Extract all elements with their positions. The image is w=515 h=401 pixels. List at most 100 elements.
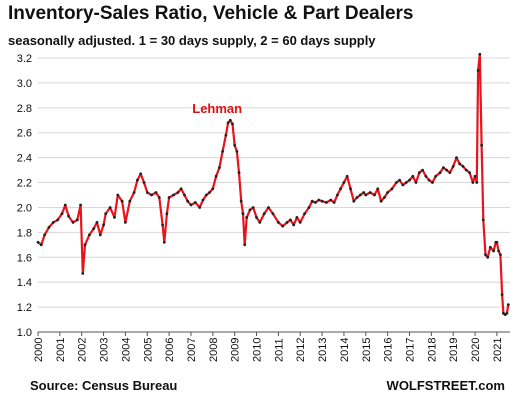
data-point <box>104 212 108 216</box>
data-point <box>71 221 75 224</box>
data-point <box>172 193 175 197</box>
data-point <box>342 181 346 184</box>
data-point <box>478 52 482 56</box>
x-tick-label: 2016 <box>383 338 395 362</box>
data-point <box>398 178 401 182</box>
data-point <box>39 243 43 247</box>
y-tick-label: 3.2 <box>17 53 32 65</box>
y-tick-label: 1.6 <box>17 252 32 264</box>
brand-label: WOLFSTREET.com <box>386 378 505 393</box>
data-point <box>458 162 462 166</box>
data-point <box>258 221 262 224</box>
y-tick-label: 3.0 <box>17 78 32 90</box>
data-point <box>167 196 171 199</box>
lehman-annotation: Lehman <box>192 101 242 116</box>
data-point <box>497 249 500 253</box>
y-tick-label: 2.6 <box>17 128 32 140</box>
data-point <box>281 224 285 228</box>
data-point <box>277 221 280 224</box>
data-point <box>218 166 221 170</box>
data-point <box>241 212 245 216</box>
data-point <box>404 181 408 184</box>
data-point <box>473 174 477 178</box>
y-tick-label: 1.4 <box>17 277 32 289</box>
data-point <box>201 198 205 202</box>
data-point <box>383 196 386 199</box>
data-point <box>136 178 139 182</box>
data-point <box>289 218 292 222</box>
x-tick-label: 2007 <box>186 338 198 362</box>
x-tick-label: 2017 <box>404 338 416 362</box>
x-tick-label: 2001 <box>55 338 67 362</box>
data-point <box>120 199 124 203</box>
data-point <box>285 221 289 224</box>
y-tick-label: 1.8 <box>17 227 32 239</box>
data-point <box>47 226 51 229</box>
data-point <box>445 168 448 172</box>
data-point <box>92 227 96 231</box>
data-point <box>251 206 255 209</box>
data-point <box>438 171 442 175</box>
data-point <box>468 171 471 175</box>
data-point <box>486 255 490 259</box>
data-point <box>339 187 342 191</box>
data-point <box>434 174 438 178</box>
data-point <box>161 223 165 227</box>
source-label: Source: Census Bureau <box>30 378 178 393</box>
data-point <box>373 193 376 197</box>
data-point <box>43 233 46 237</box>
data-point <box>79 203 82 207</box>
x-tick-label: 2009 <box>230 338 242 362</box>
data-point <box>455 156 458 160</box>
data-point <box>75 218 79 222</box>
chart-subtitle: seasonally adjusted. 1 = 30 days supply,… <box>8 33 376 48</box>
x-tick-label: 2013 <box>317 338 329 362</box>
data-point <box>298 221 302 224</box>
data-point <box>95 221 99 224</box>
data-point <box>390 187 394 191</box>
data-point <box>451 165 455 168</box>
data-point <box>262 212 266 216</box>
data-point <box>88 233 91 237</box>
data-point <box>500 293 504 296</box>
data-point <box>154 191 158 194</box>
data-point <box>317 198 321 202</box>
data-point <box>243 243 247 247</box>
data-point <box>495 240 499 244</box>
data-point <box>424 174 428 178</box>
x-axis: 2000 2001 2002 2003 2004 2005 2006 2007 2008 2009… <box>33 332 504 362</box>
data-point <box>442 166 445 170</box>
data-point <box>214 174 218 178</box>
data-point <box>239 199 243 203</box>
y-axis: 1.0 1.2 1.4 1.6 1.8 2.0 2.2 2.4 2.6 2.8 3.0 3.2 <box>17 53 32 339</box>
data-point <box>292 223 296 227</box>
data-point <box>358 193 362 197</box>
x-tick-label: 2020 <box>470 338 482 362</box>
data-point <box>224 133 228 137</box>
data-point <box>379 199 383 203</box>
data-point <box>157 196 161 199</box>
data-point <box>221 150 225 153</box>
y-tick-label: 1.0 <box>17 327 32 339</box>
data-point <box>162 240 166 244</box>
data-point <box>417 171 421 175</box>
data-point <box>310 199 314 203</box>
data-point <box>411 174 415 178</box>
data-point <box>295 216 299 219</box>
data-point <box>83 243 87 247</box>
data-point <box>63 203 67 207</box>
data-point <box>505 311 509 315</box>
data-point <box>325 201 328 204</box>
data-point <box>139 172 143 176</box>
data-point <box>226 121 230 125</box>
data-point <box>208 191 211 194</box>
data-point <box>408 178 411 182</box>
data-point <box>67 214 70 218</box>
data-point <box>179 187 183 191</box>
data-point <box>116 193 120 197</box>
data-point <box>362 191 365 194</box>
x-tick-label: 2002 <box>77 338 89 362</box>
data-point <box>448 171 452 175</box>
data-point <box>464 168 468 172</box>
